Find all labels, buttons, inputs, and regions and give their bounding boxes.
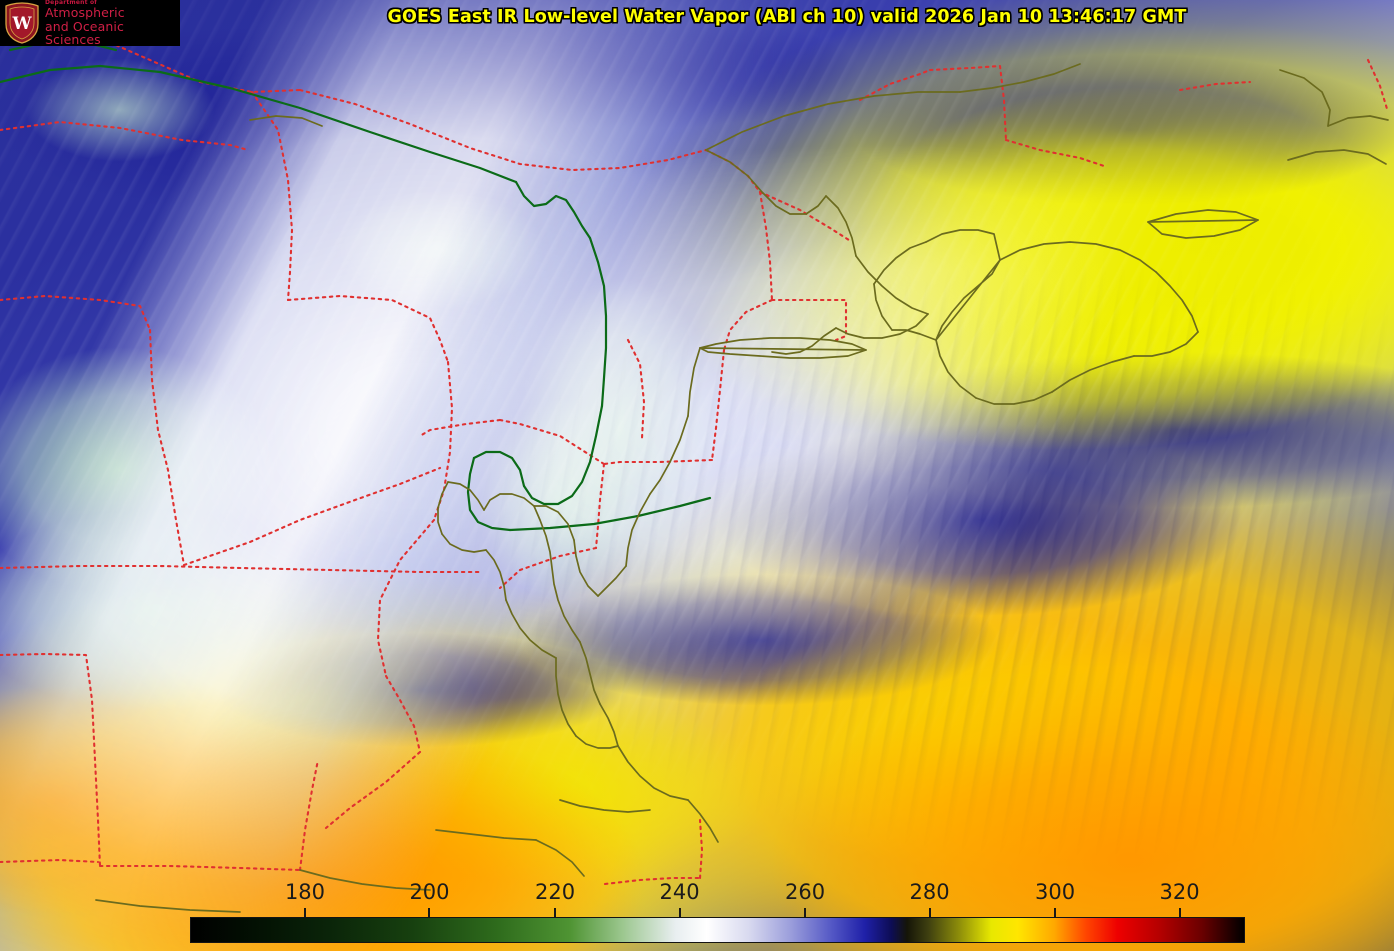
colorbar-tick-mark (678, 908, 681, 917)
colorbar-tick-mark (303, 908, 306, 917)
colorbar-tick-label: 200 (409, 880, 450, 904)
colorbar-tick-labels: 180 200 220 240 260 280 300 320 (190, 880, 1245, 906)
colorbar-tick-mark (928, 908, 931, 917)
logo-department-line: Department of (45, 0, 98, 7)
logo-line-1: Atmospheric (45, 5, 125, 21)
colorbar-tick-label: 300 (1035, 880, 1076, 904)
colorbar-tick-label: 320 (1159, 880, 1200, 904)
uw-aos-logo: W Department of Atmospheric and Oceanic … (0, 0, 180, 46)
logo-text-block: Department of Atmospheric and Oceanic Sc… (45, 0, 180, 46)
coastlines (95, 63, 1389, 913)
colorbar-gradient (190, 917, 1245, 943)
colorbar-tick-mark (554, 908, 557, 917)
colorbar-tick-label: 180 (284, 880, 326, 904)
colorbar-tick-label: 260 (785, 880, 826, 904)
colorbar-tick-label: 240 (659, 880, 700, 904)
colorbar-tick-label: 220 (534, 880, 576, 904)
colorbar: 180 200 220 240 260 280 300 320 (190, 880, 1245, 943)
international-boundary (0, 40, 712, 532)
svg-text:W: W (11, 14, 32, 34)
logo-line-2: and Oceanic Sciences (45, 18, 124, 47)
colorbar-tick-mark (428, 908, 431, 917)
state-boundaries (0, 28, 1390, 886)
colorbar-tick-label: 280 (909, 880, 950, 904)
colorbar-tick-mark (804, 908, 807, 917)
colorbar-tick-mark (1178, 908, 1181, 917)
colorbar-tick-mark (1054, 908, 1057, 917)
uw-crest-icon: W (5, 2, 39, 44)
